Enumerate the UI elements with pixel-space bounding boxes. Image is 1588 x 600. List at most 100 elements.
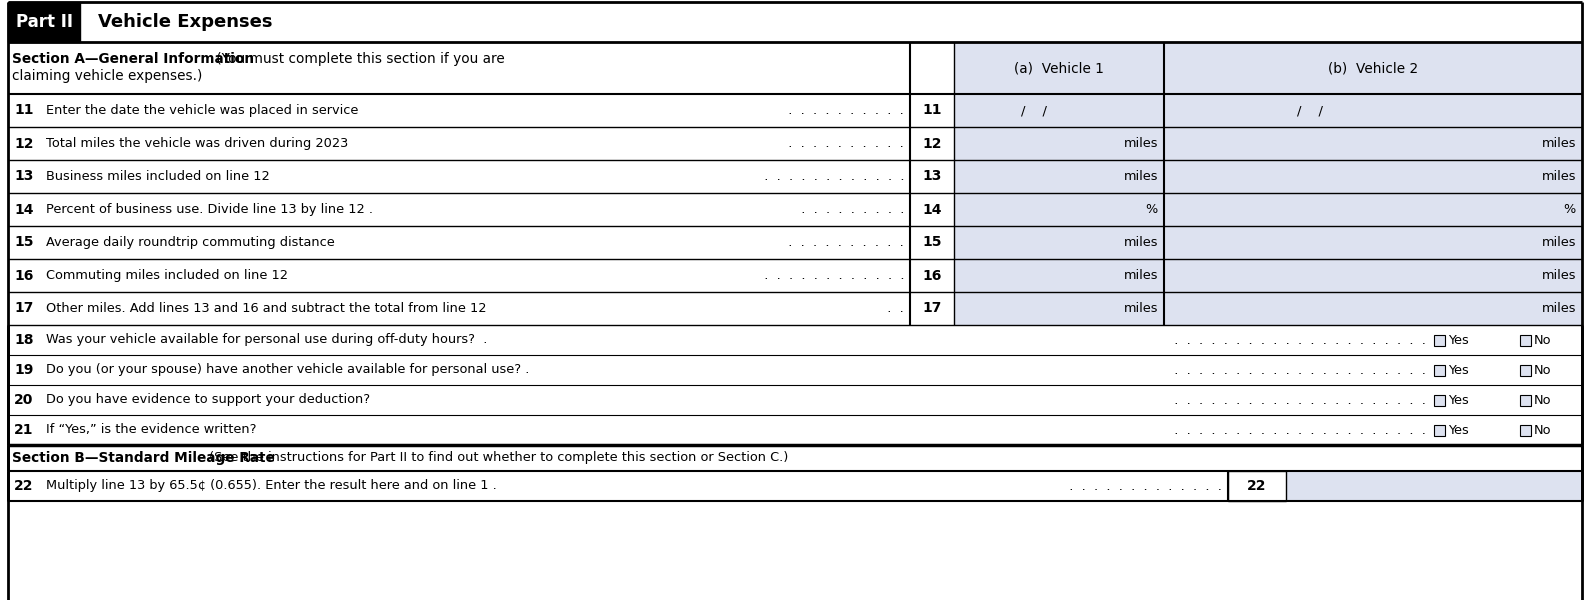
Text: 11: 11 [923,103,942,118]
Bar [954,226,1164,259]
Bar [1286,471,1582,501]
Bar [910,94,954,127]
Text: .  .  .  .  .  .  .  .  .: . . . . . . . . . [792,203,904,216]
Bar [1520,364,1531,376]
Text: miles: miles [1542,302,1575,315]
Bar [1164,160,1582,193]
Text: miles: miles [1123,236,1158,249]
Text: 11: 11 [14,103,33,118]
Bar [1520,395,1531,406]
Text: .  .  .  .  .  .  .  .  .  .: . . . . . . . . . . [780,236,904,249]
Text: .  .  .  .  .  .  .  .  .  .  .  .: . . . . . . . . . . . . [756,269,904,282]
Bar [1434,364,1445,376]
Bar [1520,335,1531,346]
Text: Yes: Yes [1448,364,1469,377]
Bar [910,193,954,226]
Text: 22: 22 [1247,479,1267,493]
Bar [1434,335,1445,346]
Text: 12: 12 [923,136,942,151]
Bar [1164,94,1582,127]
Text: (a)  Vehicle 1: (a) Vehicle 1 [1015,61,1104,75]
Text: miles: miles [1123,137,1158,150]
Text: Part II: Part II [16,13,73,31]
Text: .  .  .  .  .  .  .  .  .  .  .  .: . . . . . . . . . . . . [756,170,904,183]
Text: No: No [1534,364,1551,377]
Bar [954,193,1164,226]
Bar [1228,471,1286,501]
Bar [8,2,79,42]
Text: %: % [1564,203,1575,216]
Text: miles: miles [1542,236,1575,249]
Text: 13: 13 [14,169,33,184]
Bar [954,42,1164,94]
Text: Multiply line 13 by 65.5¢ (0.655). Enter the result here and on line 1 .: Multiply line 13 by 65.5¢ (0.655). Enter… [46,479,497,493]
Text: Other miles. Add lines 13 and 16 and subtract the total from line 12: Other miles. Add lines 13 and 16 and sub… [46,302,486,315]
Text: Average daily roundtrip commuting distance: Average daily roundtrip commuting distan… [46,236,335,249]
Text: /    /: / / [1297,104,1323,117]
Text: 14: 14 [923,202,942,217]
Text: Do you have evidence to support your deduction?: Do you have evidence to support your ded… [46,394,370,407]
Text: 17: 17 [14,301,33,316]
Text: 16: 16 [923,269,942,283]
Text: Yes: Yes [1448,334,1469,346]
Bar [910,160,954,193]
Text: If “Yes,” is the evidence written?: If “Yes,” is the evidence written? [46,424,257,437]
Text: .  .  .  .  .  .  .  .  .  .  .  .  .  .  .  .  .  .  .  .  .: . . . . . . . . . . . . . . . . . . . . … [1166,424,1426,437]
Text: Business miles included on line 12: Business miles included on line 12 [46,170,270,183]
Text: miles: miles [1123,269,1158,282]
Bar [1164,226,1582,259]
Bar [954,292,1164,325]
Text: 14: 14 [14,202,33,217]
Bar [910,292,954,325]
Bar [954,259,1164,292]
Text: Vehicle Expenses: Vehicle Expenses [98,13,273,31]
Bar [1164,127,1582,160]
Text: 13: 13 [923,169,942,184]
Bar [910,127,954,160]
Text: Commuting miles included on line 12: Commuting miles included on line 12 [46,269,287,282]
Bar [954,94,1164,127]
Text: (b)  Vehicle 2: (b) Vehicle 2 [1328,61,1418,75]
Text: (You must complete this section if you are: (You must complete this section if you a… [213,52,505,66]
Text: miles: miles [1542,170,1575,183]
Text: 19: 19 [14,363,33,377]
Text: .  .  .  .  .  .  .  .  .  .  .  .  .: . . . . . . . . . . . . . [1061,479,1223,493]
Text: 17: 17 [923,301,942,316]
Text: Section B—Standard Mileage Rate: Section B—Standard Mileage Rate [13,451,275,465]
Text: .  .  .  .  .  .  .  .  .  .  .  .  .  .  .  .  .  .  .  .  .: . . . . . . . . . . . . . . . . . . . . … [1166,334,1426,346]
Text: Yes: Yes [1448,394,1469,407]
Text: 22: 22 [14,479,33,493]
Bar [1164,259,1582,292]
Text: Section A—General Information: Section A—General Information [13,52,254,66]
Text: 18: 18 [14,333,33,347]
Text: miles: miles [1542,137,1575,150]
Text: Yes: Yes [1448,424,1469,437]
Bar [1164,193,1582,226]
Text: Was your vehicle available for personal use during off-duty hours?  .: Was your vehicle available for personal … [46,334,488,346]
Text: 12: 12 [14,136,33,151]
Bar [910,259,954,292]
Bar [1434,395,1445,406]
Text: No: No [1534,334,1551,346]
Bar [1520,425,1531,436]
Text: claiming vehicle expenses.): claiming vehicle expenses.) [13,69,202,83]
Text: 21: 21 [14,423,33,437]
Text: 16: 16 [14,269,33,283]
Text: /    /: / / [1021,104,1046,117]
Bar [954,160,1164,193]
Bar [910,226,954,259]
Bar [954,127,1164,160]
Text: .  .  .  .  .  .  .  .  .  .  .  .  .  .  .  .  .  .  .  .  .: . . . . . . . . . . . . . . . . . . . . … [1166,394,1426,407]
Bar [1164,292,1582,325]
Text: .  .  .  .  .  .  .  .  .  .: . . . . . . . . . . [780,104,904,117]
Text: No: No [1534,424,1551,437]
Text: Enter the date the vehicle was placed in service: Enter the date the vehicle was placed in… [46,104,359,117]
Bar [1434,425,1445,436]
Text: Do you (or your spouse) have another vehicle available for personal use? .: Do you (or your spouse) have another veh… [46,364,529,377]
Text: 20: 20 [14,393,33,407]
Text: (See the instructions for Part II to find out whether to complete this section o: (See the instructions for Part II to fin… [205,451,788,464]
Text: miles: miles [1123,302,1158,315]
Bar [1164,42,1582,94]
Text: 15: 15 [14,235,33,250]
Text: 15: 15 [923,235,942,250]
